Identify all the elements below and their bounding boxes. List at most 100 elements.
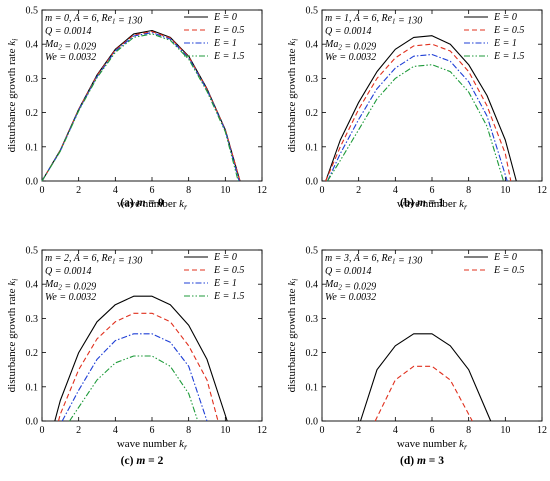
- x-tick-label: 8: [186, 185, 191, 196]
- legend-label: E = 1: [213, 278, 237, 289]
- legend-label: E = 1: [493, 38, 517, 49]
- x-tick-label: 4: [113, 425, 118, 436]
- legend-label: E = 0.5: [493, 25, 524, 36]
- series-line-3: [327, 64, 505, 182]
- param-annotation: Q = 0.0014: [325, 26, 371, 37]
- x-axis-label: wave number kr: [117, 198, 188, 212]
- x-tick-label: 6: [430, 425, 435, 436]
- series-line-2: [61, 333, 208, 422]
- legend-label: E = 1.5: [213, 291, 244, 302]
- param-annotation: m = 3, A = 6, Re1 = 130: [325, 253, 422, 267]
- y-axis-label: disturbance growth rate ki: [286, 279, 300, 393]
- y-tick-label: 0.4: [26, 40, 39, 51]
- y-tick-label: 0.3: [306, 314, 319, 325]
- y-tick-label: 0.2: [306, 348, 319, 359]
- legend-label: E = 1.5: [493, 51, 524, 62]
- param-annotation: Ma2 = 0.029: [324, 39, 376, 53]
- y-tick-label: 0.4: [26, 280, 39, 291]
- x-tick-label: 8: [466, 185, 471, 196]
- y-tick-label: 0.1: [306, 382, 319, 393]
- param-annotation: Ma2 = 0.029: [44, 279, 96, 293]
- param-annotation: Q = 0.0014: [325, 266, 371, 277]
- y-tick-label: 0.5: [26, 6, 39, 17]
- x-tick-label: 12: [257, 425, 267, 436]
- x-tick-label: 10: [500, 185, 510, 196]
- series-line-3: [41, 33, 239, 182]
- x-tick-label: 10: [500, 425, 510, 436]
- chart-panel-0: 0 2 4 6 8 10 12 0.0 0.1 0.2 0.3 0.4 0.5 wave number k…: [6, 6, 267, 212]
- x-tick-label: 0: [40, 425, 45, 436]
- x-tick-label: 4: [113, 185, 118, 196]
- x-tick-label: 4: [393, 425, 398, 436]
- panel-caption: (a) m = 0: [120, 197, 164, 209]
- y-tick-label: 0.1: [26, 142, 39, 153]
- x-tick-label: 2: [76, 185, 81, 196]
- param-annotation: m = 0, A = 6, Re1 = 130: [45, 13, 142, 27]
- x-tick-label: 6: [150, 425, 155, 436]
- legend-label: E = 0.5: [493, 265, 524, 276]
- x-tick-label: 10: [220, 425, 230, 436]
- param-annotation: We = 0.0032: [45, 292, 96, 303]
- series-line-0: [359, 333, 492, 422]
- y-tick-label: 0.5: [306, 6, 319, 17]
- legend-label: E = 0: [493, 12, 517, 23]
- series-line-1: [374, 365, 473, 422]
- legend-label: E = 0: [213, 252, 237, 263]
- y-tick-label: 0.0: [26, 177, 39, 188]
- y-tick-label: 0.5: [306, 246, 319, 257]
- y-tick-label: 0.3: [26, 314, 39, 325]
- x-tick-label: 12: [537, 185, 547, 196]
- x-tick-label: 12: [537, 425, 547, 436]
- x-axis-label: wave number kr: [397, 198, 468, 212]
- legend-label: E = 0.5: [213, 25, 244, 36]
- param-annotation: We = 0.0032: [325, 52, 376, 63]
- chart-panel-1: 0 2 4 6 8 10 12 0.0 0.1 0.2 0.3 0.4 0.5 wave number k…: [286, 6, 547, 212]
- param-annotation: We = 0.0032: [325, 292, 376, 303]
- x-tick-label: 0: [320, 425, 325, 436]
- series-line-3: [69, 355, 199, 422]
- param-annotation: We = 0.0032: [45, 52, 96, 63]
- panel-caption: (d) m = 3: [400, 455, 444, 467]
- series-line-0: [54, 295, 228, 422]
- y-tick-label: 0.0: [306, 177, 319, 188]
- param-annotation: m = 1, A = 6, Re1 = 130: [325, 13, 422, 27]
- y-tick-label: 0.0: [306, 417, 319, 428]
- x-tick-label: 2: [356, 425, 361, 436]
- legend-label: E = 0: [493, 252, 517, 263]
- chart-panel-2: 0 2 4 6 8 10 12 0.0 0.1 0.2 0.3 0.4 0.5 wave number k…: [6, 246, 267, 468]
- y-axis-label: disturbance growth rate ki: [6, 279, 20, 393]
- x-tick-label: 0: [320, 185, 325, 196]
- x-tick-label: 6: [430, 185, 435, 196]
- series-line-1: [57, 312, 219, 422]
- y-tick-label: 0.0: [26, 417, 39, 428]
- y-tick-label: 0.2: [306, 108, 319, 119]
- y-tick-label: 0.1: [26, 382, 39, 393]
- x-tick-label: 8: [186, 425, 191, 436]
- chart-panel-3: 0 2 4 6 8 10 12 0.0 0.1 0.2 0.3 0.4 0.5 wave number k…: [286, 246, 547, 468]
- y-tick-label: 0.4: [306, 40, 319, 51]
- panel-caption: (b) m = 1: [400, 197, 444, 209]
- legend-label: E = 1: [213, 38, 237, 49]
- param-annotation: Ma2 = 0.029: [44, 39, 96, 53]
- param-annotation: Q = 0.0014: [45, 266, 91, 277]
- x-tick-label: 10: [220, 185, 230, 196]
- y-axis-label: disturbance growth rate ki: [6, 39, 20, 153]
- x-axis-label: wave number kr: [117, 438, 188, 452]
- x-tick-label: 4: [393, 185, 398, 196]
- series-line-1: [325, 43, 512, 182]
- y-tick-label: 0.2: [26, 348, 39, 359]
- x-tick-label: 6: [150, 185, 155, 196]
- x-axis-label: wave number kr: [397, 438, 468, 452]
- y-tick-label: 0.4: [306, 280, 319, 291]
- x-tick-label: 12: [257, 185, 267, 196]
- y-tick-label: 0.1: [306, 142, 319, 153]
- param-annotation: Q = 0.0014: [45, 26, 91, 37]
- y-tick-label: 0.5: [26, 246, 39, 257]
- panel-caption: (c) m = 2: [121, 455, 164, 467]
- param-annotation: Ma2 = 0.029: [324, 279, 376, 293]
- param-annotation: m = 2, A = 6, Re1 = 130: [45, 253, 142, 267]
- legend-label: E = 0: [213, 12, 237, 23]
- series-line-0: [325, 35, 517, 182]
- y-tick-label: 0.3: [26, 74, 39, 85]
